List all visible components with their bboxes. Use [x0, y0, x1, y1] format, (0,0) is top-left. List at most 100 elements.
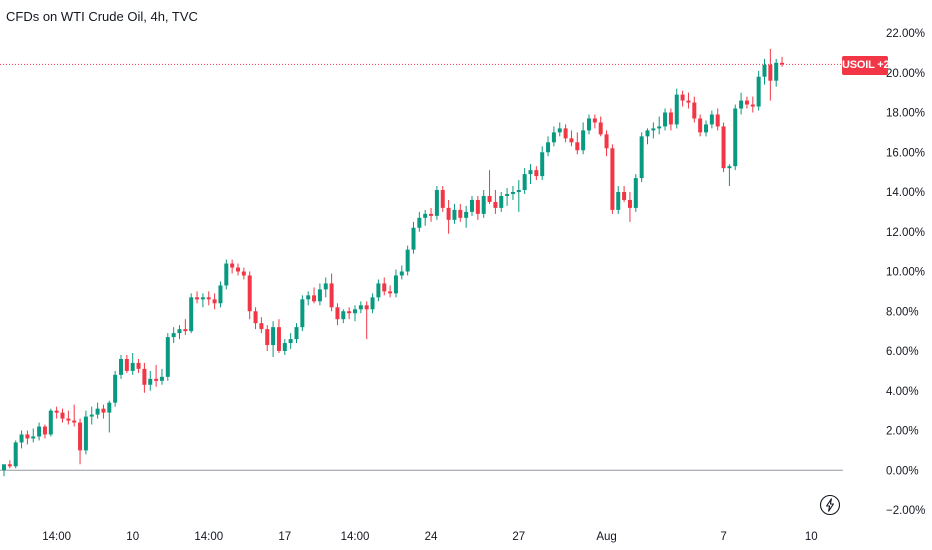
y-tick-label: 22.00%	[886, 28, 925, 40]
candle-body	[95, 408, 100, 415]
candle-body	[195, 297, 200, 300]
candle-body	[739, 100, 744, 109]
candle-body	[575, 142, 580, 151]
candle-body	[540, 152, 545, 177]
lightning-icon[interactable]	[819, 494, 841, 516]
candle-body	[200, 297, 205, 300]
candle-body	[762, 64, 767, 77]
candle-body	[458, 209, 463, 218]
candle-body	[2, 464, 6, 471]
x-tick-label: 10	[805, 531, 818, 543]
x-tick-label: 10	[126, 531, 139, 543]
candle-body	[452, 209, 457, 220]
candle-body	[218, 285, 223, 304]
candle-body	[733, 108, 738, 167]
candle-body	[610, 148, 615, 210]
candle-body	[253, 311, 258, 324]
symbol-change: +20.42%	[877, 59, 920, 71]
y-tick-label: 0.00%	[886, 465, 919, 477]
candle-body	[715, 114, 720, 127]
candle-body	[399, 271, 404, 276]
candle-body	[259, 323, 264, 330]
candle-body	[598, 122, 603, 135]
candle-body	[516, 190, 521, 192]
candle-body	[780, 62, 785, 65]
y-tick-label: 8.00%	[886, 306, 919, 318]
candle-body	[353, 309, 357, 314]
candle-body	[25, 434, 30, 439]
candle-body	[622, 192, 627, 200]
candle-body	[470, 199, 474, 212]
candle-body	[663, 112, 668, 127]
candle-body	[657, 126, 662, 129]
candle-body	[464, 211, 469, 218]
candle-body	[627, 199, 632, 208]
candle-body	[276, 327, 281, 351]
candle-body	[241, 271, 246, 276]
candle-body	[189, 297, 194, 332]
candle-body	[265, 329, 270, 346]
candle-body	[312, 295, 317, 302]
candle-body	[569, 138, 574, 143]
candle-body	[563, 128, 568, 139]
candle-body	[756, 76, 761, 107]
candle-body	[493, 201, 498, 208]
candle-body	[60, 412, 65, 419]
candle-body	[487, 195, 492, 202]
candle-body	[587, 118, 591, 131]
candle-body	[335, 307, 340, 320]
candle-body	[417, 217, 422, 228]
candle-body	[604, 134, 609, 149]
candle-body	[54, 410, 59, 413]
candle-body	[329, 283, 334, 308]
candle-body	[698, 118, 703, 133]
candle-body	[148, 378, 153, 385]
x-tick-label: 17	[278, 531, 291, 543]
candle-body	[13, 442, 18, 467]
y-tick-label: −2.00%	[886, 505, 925, 517]
candle-body	[446, 207, 451, 220]
candle-body	[393, 275, 398, 294]
candle-body	[376, 283, 381, 298]
candle-body	[154, 378, 159, 381]
candle-body	[113, 374, 118, 403]
y-tick-label: 18.00%	[886, 108, 925, 120]
candle-body	[230, 263, 235, 268]
candle-body	[692, 102, 697, 119]
candle-body	[224, 263, 229, 286]
y-tick-label: 12.00%	[886, 227, 925, 239]
candle-body	[358, 305, 363, 310]
symbol-price-badge[interactable]: USOIL +20.42%	[842, 56, 920, 75]
x-tick-label: 14:00	[42, 531, 71, 543]
candle-body	[721, 126, 726, 169]
candle-body	[475, 199, 480, 214]
candle-body	[709, 114, 714, 125]
candle-body	[66, 418, 71, 421]
y-tick-label: 16.00%	[886, 147, 925, 159]
candle-body	[481, 195, 486, 214]
candle-body	[89, 414, 94, 417]
candle-body	[423, 213, 428, 218]
candle-body	[668, 112, 673, 125]
candle-body	[592, 118, 597, 123]
candle-body	[405, 249, 410, 272]
candle-body	[727, 166, 732, 169]
candle-body	[288, 339, 293, 344]
chart-title: CFDs on WTI Crude Oil, 4h, TVC	[6, 9, 198, 24]
candle-body	[750, 104, 755, 107]
candle-body	[83, 416, 88, 451]
candle-body	[557, 128, 562, 133]
candle-body	[271, 327, 276, 346]
x-tick-label: 14:00	[341, 531, 370, 543]
candle-body	[42, 426, 47, 435]
candle-body	[744, 100, 749, 105]
y-tick-label: 20.00%	[886, 68, 925, 80]
candle-body	[206, 297, 211, 300]
candle-body	[300, 299, 305, 328]
candle-body	[7, 464, 12, 467]
x-tick-label: 24	[425, 531, 438, 543]
candle-body	[282, 343, 287, 351]
candle-body	[546, 142, 551, 153]
